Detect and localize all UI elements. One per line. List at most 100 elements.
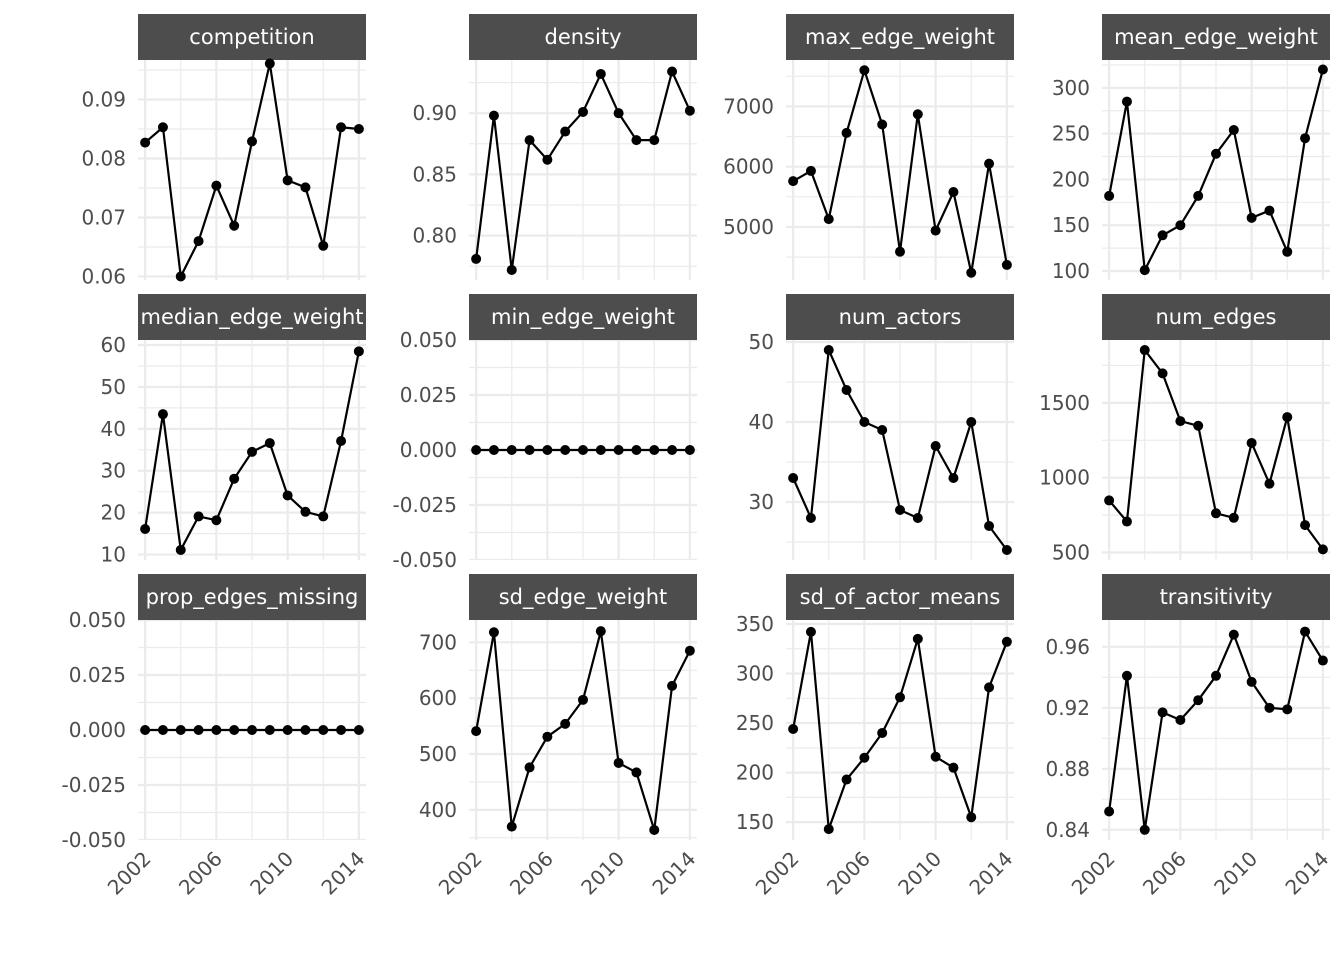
data-point [1139, 824, 1150, 835]
x-tick-label: 2010 [1209, 847, 1262, 900]
data-point [140, 523, 151, 534]
y-tick-label: 0.000 [400, 438, 457, 462]
data-point [859, 65, 870, 76]
y-tick-label: 50 [101, 375, 126, 399]
facet-strip-label: min_edge_weight [491, 305, 675, 330]
facet-strip-label: mean_edge_weight [1114, 25, 1318, 50]
y-tick-label: 300 [1052, 76, 1090, 100]
gridlines [1102, 620, 1330, 840]
data-point [488, 445, 499, 455]
y-tick-label: 0.90 [412, 101, 457, 125]
data-point [175, 271, 186, 282]
data-point [1001, 636, 1012, 647]
data-point [578, 445, 588, 455]
y-tick-label: 0.96 [1045, 635, 1090, 659]
data-point [282, 490, 293, 501]
facet-strip-label: sd_edge_weight [499, 585, 668, 610]
data-point [1264, 205, 1275, 216]
facet-strip-label: num_edges [1155, 305, 1276, 330]
data-point [1300, 626, 1311, 637]
data-point [631, 767, 642, 778]
data-point [684, 645, 695, 656]
data-point [524, 135, 535, 146]
facet-strip [138, 14, 366, 60]
data-point [506, 264, 517, 275]
data-point [1175, 715, 1186, 726]
gridlines [786, 340, 1014, 560]
data-point [264, 58, 275, 69]
data-point [823, 214, 834, 225]
panel-sd_of_actor_means: sd_of_actor_means 150 200 250 300 350 2002 2006… [736, 574, 1017, 900]
y-tick-label: 500 [419, 742, 457, 766]
data-point [471, 726, 482, 737]
data-point [1157, 368, 1168, 379]
y-tick-label: 0.08 [81, 146, 126, 170]
data-point [823, 345, 834, 355]
data-point [193, 725, 204, 735]
data-point [211, 515, 222, 526]
data-point [1121, 670, 1132, 681]
gridlines [1102, 340, 1330, 560]
data-point [560, 126, 571, 137]
data-point [684, 445, 695, 455]
facet-strip [138, 294, 366, 340]
panel-min_edge_weight: min_edge_weight -0.050 -0.025 0.000 0.025 0.0… [393, 294, 697, 572]
data-point [966, 812, 977, 823]
y-tick-label: 0.92 [1045, 696, 1090, 720]
data-point [895, 692, 905, 703]
data-point [506, 821, 517, 832]
data-point [895, 246, 905, 257]
data-point [524, 762, 535, 773]
data-point [930, 441, 941, 451]
facet-strip-label: sd_of_actor_means [800, 585, 1001, 610]
data-point [805, 513, 816, 523]
panel-num_actors: num_actors 30 40 50 [749, 294, 1014, 560]
data-point [1228, 629, 1239, 640]
y-tick-label: 0.000 [69, 718, 126, 742]
data-point [1317, 544, 1328, 555]
y-tick-label: 30 [101, 459, 126, 483]
gridlines [138, 60, 366, 280]
y-tick-label: 350 [736, 612, 774, 636]
y-tick-label: 250 [736, 711, 774, 735]
data-point [247, 725, 257, 735]
data-point [1300, 133, 1311, 144]
data-point [1175, 220, 1186, 231]
data-point [488, 110, 499, 121]
data-point [930, 225, 941, 236]
data-point [788, 724, 799, 735]
y-tick-label: 5000 [723, 215, 774, 239]
y-tick-label: 100 [1052, 259, 1090, 283]
y-tick-label: 400 [419, 798, 457, 822]
y-tick-label: 1000 [1039, 466, 1090, 490]
facet-strip-label: prop_edges_missing [146, 585, 359, 610]
facet-strip [1102, 14, 1330, 60]
y-tick-label: 60 [101, 333, 126, 357]
panel-density: density 0.80 0.85 0.90 [412, 14, 697, 280]
data-point [912, 513, 923, 523]
data-point [1211, 670, 1221, 681]
y-tick-label: -0.050 [62, 828, 126, 852]
data-point [948, 473, 959, 483]
y-tick-label: 50 [749, 330, 774, 354]
facet-strip [469, 294, 697, 340]
data-point [157, 409, 168, 420]
y-tick-label: 0.84 [1045, 818, 1090, 842]
data-point [175, 725, 186, 735]
facet-strip [1102, 574, 1330, 620]
data-point [1211, 508, 1221, 519]
data-point [788, 473, 799, 483]
data-point [948, 187, 959, 197]
y-tick-label: 0.80 [412, 224, 457, 248]
panel-median_edge_weight: median_edge_weight 10 20 30 40 50 60 [101, 294, 366, 567]
y-tick-label: 500 [1052, 541, 1090, 565]
x-tick-label: 2006 [505, 847, 558, 900]
x-tick-label: 2002 [434, 847, 487, 900]
data-point [912, 109, 923, 120]
data-point [157, 122, 168, 133]
data-point [193, 236, 204, 247]
data-point [1282, 246, 1293, 257]
data-point [930, 751, 941, 762]
x-tick-label: 2014 [964, 847, 1017, 900]
